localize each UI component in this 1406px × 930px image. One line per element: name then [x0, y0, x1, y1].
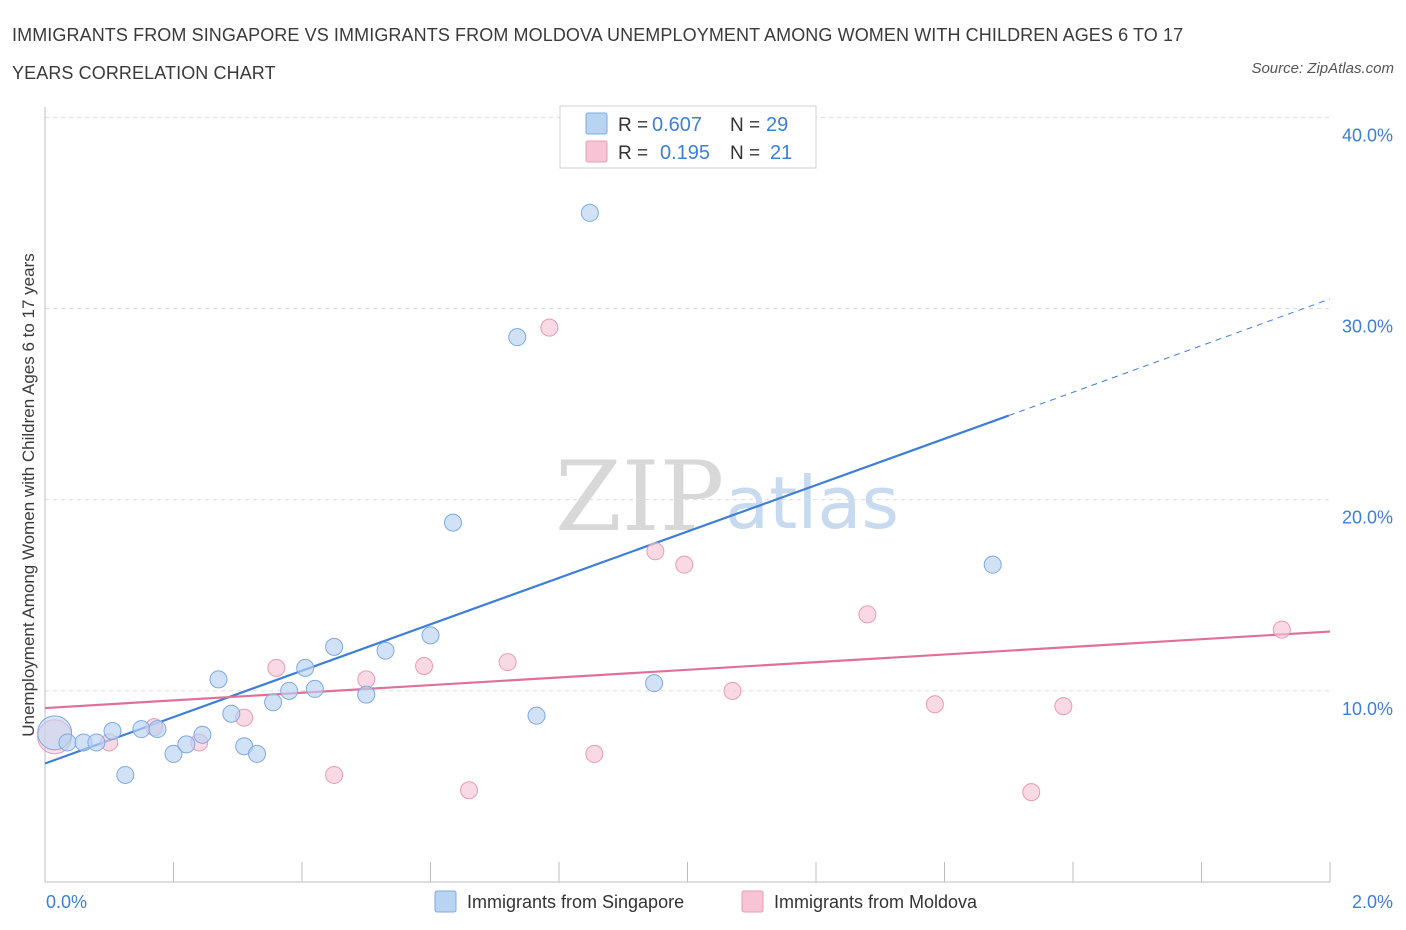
bottom-legend-label-moldova: Immigrants from Moldova — [774, 892, 978, 912]
point-moldova — [1022, 783, 1041, 802]
point-singapore — [164, 744, 183, 763]
point-singapore — [305, 679, 324, 698]
x-tick-label-min: 0.0% — [46, 892, 87, 912]
point-moldova — [675, 555, 694, 574]
point-singapore — [116, 765, 135, 784]
point-moldova — [1054, 697, 1073, 716]
legend-swatch-singapore — [585, 112, 608, 135]
trend-line-singapore — [44, 414, 1010, 765]
point-singapore — [645, 674, 664, 693]
data-points — [37, 203, 1291, 802]
point-moldova — [925, 695, 944, 714]
legend-n-moldova: 21 — [770, 142, 792, 164]
point-singapore — [376, 641, 395, 660]
point-moldova — [585, 744, 604, 763]
point-moldova — [460, 781, 479, 800]
point-moldova — [325, 765, 344, 784]
axes — [44, 107, 1331, 883]
legend-r-singapore: 0.607 — [652, 114, 702, 136]
legend-n-label-singapore: N = — [730, 115, 760, 136]
point-singapore — [264, 693, 283, 712]
point-singapore — [148, 720, 167, 739]
point-moldova — [498, 653, 517, 672]
point-moldova — [858, 605, 877, 624]
point-moldova — [646, 542, 665, 561]
point-moldova — [267, 658, 286, 677]
point-singapore — [103, 721, 122, 740]
point-singapore — [193, 725, 212, 744]
correlation-legend: R = 0.607 N = 29 R = 0.195 N = 21 — [559, 105, 817, 169]
point-singapore — [357, 685, 376, 704]
watermark-zip: ZIP — [555, 441, 724, 553]
point-singapore — [580, 203, 599, 222]
x-tick-label-max: 2.0% — [1352, 892, 1393, 912]
y-tick-label-40: 40.0% — [1342, 125, 1393, 145]
grid-lines — [45, 116, 1330, 692]
point-moldova — [1272, 620, 1291, 639]
legend-swatch-moldova — [585, 140, 608, 163]
point-singapore — [421, 626, 440, 645]
point-singapore — [325, 637, 344, 656]
legend-r-label-singapore: R = — [618, 115, 648, 136]
legend-r-moldova: 0.195 — [660, 142, 710, 164]
point-moldova — [540, 318, 559, 337]
y-tick-labels: 10.0% 20.0% 30.0% 40.0% — [1342, 125, 1393, 719]
point-moldova — [723, 681, 742, 700]
legend-n-singapore: 29 — [766, 114, 788, 136]
source-label: Source: ZipAtlas.com — [1251, 60, 1394, 77]
point-singapore — [527, 706, 546, 725]
trend-line-moldova — [44, 630, 1331, 710]
y-tick-label-20: 20.0% — [1342, 508, 1393, 528]
legend-n-label-moldova: N = — [730, 143, 760, 164]
point-singapore — [443, 513, 462, 532]
point-singapore — [209, 670, 228, 689]
point-singapore — [222, 704, 241, 723]
bottom-legend-swatch-moldova — [741, 890, 764, 913]
point-singapore — [58, 733, 77, 752]
y-axis-label: Unemployment Among Women with Children A… — [19, 253, 38, 737]
point-singapore — [983, 555, 1002, 574]
point-singapore — [280, 681, 299, 700]
point-singapore — [177, 735, 196, 754]
bottom-legend-swatch-singapore — [434, 890, 457, 913]
trend-lines — [44, 298, 1331, 765]
legend-r-label-moldova: R = — [618, 143, 648, 164]
point-moldova — [415, 656, 434, 675]
watermark-atlas: atlas — [725, 461, 899, 545]
y-tick-label-10: 10.0% — [1342, 699, 1393, 719]
series-legend: Immigrants from Singapore Immigrants fro… — [434, 890, 978, 913]
point-singapore — [132, 720, 151, 739]
point-moldova — [357, 670, 376, 689]
point-singapore — [248, 744, 267, 763]
bottom-legend-label-singapore: Immigrants from Singapore — [467, 892, 684, 912]
chart-title: IMMIGRANTS FROM SINGAPORE VS IMMIGRANTS … — [12, 25, 1184, 83]
point-singapore — [508, 328, 527, 347]
point-singapore — [87, 733, 106, 752]
point-singapore — [296, 658, 315, 677]
trend-line-singapore-extension — [1008, 298, 1331, 417]
y-tick-label-30: 30.0% — [1342, 317, 1393, 337]
